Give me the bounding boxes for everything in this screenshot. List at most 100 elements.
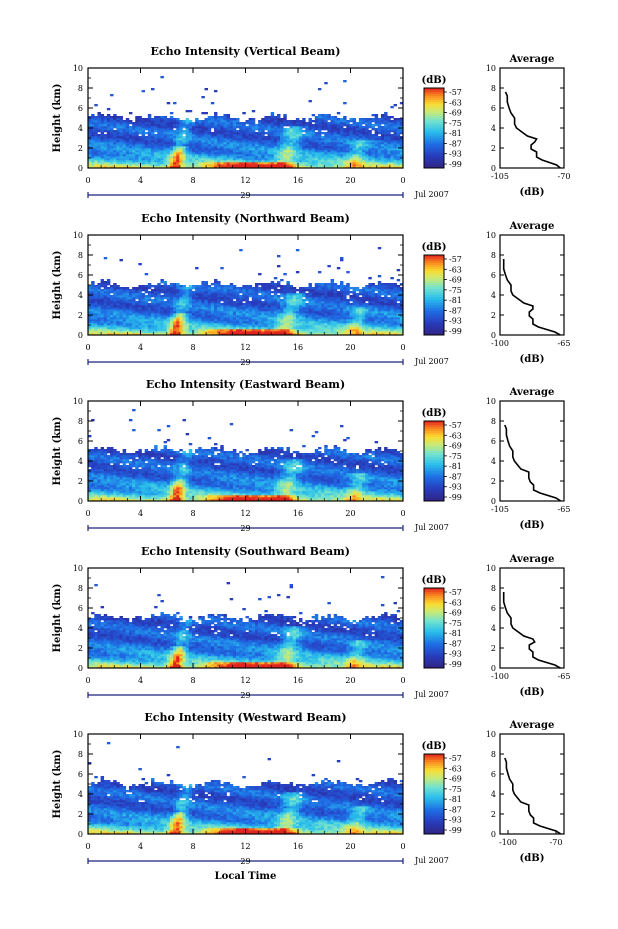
x-tick-label: 0 [85, 509, 90, 518]
x-tick-label: 4 [138, 343, 143, 352]
average-profile-line [504, 424, 562, 502]
x-tick-label: 4 [138, 842, 143, 851]
average-y-tick-label: 4 [491, 124, 496, 133]
y-tick-label: 6 [78, 770, 83, 779]
colorbar-tick-label: -87 [449, 805, 462, 814]
heatmap-image [88, 76, 404, 169]
y-tick-label: 6 [78, 437, 83, 446]
y-tick-label: 6 [78, 604, 83, 613]
y-tick-label: 8 [78, 750, 83, 759]
y-tick-label: 8 [78, 417, 83, 426]
x-tick-label: 0 [400, 842, 405, 851]
colorbar-frame [423, 587, 445, 669]
x-tick-label: 0 [85, 176, 90, 185]
panel-4: Echo Intensity (Southward Beam) 0 2 4 6 8 10 He… [52, 545, 570, 700]
x-tick-label: 0 [85, 842, 90, 851]
colorbar-tick-label: -81 [449, 462, 462, 471]
x-tick-label: 8 [190, 343, 195, 352]
average-y-tick-label: 10 [486, 64, 496, 73]
heatmap-image [88, 409, 404, 502]
x-tick-label: 8 [190, 176, 195, 185]
average-frame [499, 567, 565, 669]
x-tick-label: 16 [293, 343, 303, 352]
colorbar-tick-label: -75 [449, 452, 462, 461]
colorbar-tick-label: -87 [449, 472, 462, 481]
x-tick-label: 20 [345, 842, 355, 851]
panel-title: Echo Intensity (Vertical Beam) [150, 45, 340, 58]
x-tick-label: 4 [138, 176, 143, 185]
colorbar-tick-label: -69 [449, 609, 462, 618]
colorbar-tick-label: -75 [449, 119, 462, 128]
average-y-tick-label: 8 [491, 750, 496, 759]
x-tick-label: 4 [138, 676, 143, 685]
y-tick-label: 0 [78, 497, 83, 506]
colorbar [424, 588, 444, 669]
x-tick-label: 0 [400, 176, 405, 185]
colorbar-tick-label: -69 [449, 276, 462, 285]
colorbar-tick-label: -57 [449, 754, 462, 763]
average-y-tick-label: 2 [491, 144, 496, 153]
y-tick-label: 0 [78, 830, 83, 839]
average-title: Average [509, 554, 555, 565]
date-month-label: Jul 2007 [414, 856, 449, 865]
colorbar-tick-label: -81 [449, 629, 462, 638]
x-tick-label: 4 [138, 509, 143, 518]
x-tick-label: 0 [85, 343, 90, 352]
average-y-tick-label: 4 [491, 790, 496, 799]
x-tick-label: 0 [400, 343, 405, 352]
colorbar-tick-label: -57 [449, 421, 462, 430]
x-tick-label: 20 [345, 509, 355, 518]
y-axis-label: Height (km) [52, 417, 63, 486]
colorbar-tick-label: -63 [449, 764, 462, 773]
colorbar-tick-label: -93 [449, 650, 462, 659]
average-y-tick-label: 0 [491, 331, 496, 340]
average-x-tick-label: -65 [558, 339, 571, 348]
y-tick-label: 0 [78, 164, 83, 173]
x-tick-label: 0 [400, 509, 405, 518]
average-x-tick-label: -105 [491, 505, 509, 514]
average-xlabel: (dB) [520, 187, 545, 198]
average-title: Average [509, 221, 555, 232]
average-title: Average [509, 720, 555, 731]
date-month-label: Jul 2007 [414, 357, 449, 366]
average-y-tick-label: 6 [491, 437, 496, 446]
average-title: Average [509, 387, 555, 398]
colorbar-tick-label: -87 [449, 139, 462, 148]
average-frame [499, 67, 565, 169]
average-x-tick-label: -100 [491, 339, 509, 348]
average-y-tick-label: 8 [491, 251, 496, 260]
average-xlabel: (dB) [520, 520, 545, 531]
colorbar-unit: (dB) [422, 741, 447, 752]
panel-title: Echo Intensity (Westward Beam) [144, 711, 346, 724]
x-tick-label: 16 [293, 176, 303, 185]
average-profile-line [502, 259, 561, 336]
average-y-tick-label: 8 [491, 584, 496, 593]
x-tick-label: 12 [240, 842, 250, 851]
date-day-label: 29 [240, 857, 250, 866]
colorbar-tick-label: -63 [449, 431, 462, 440]
average-x-tick-label: -105 [491, 172, 509, 181]
colorbar-tick-label: -69 [449, 442, 462, 451]
x-tick-label: 20 [345, 176, 355, 185]
date-day-label: 29 [240, 358, 250, 367]
average-y-tick-label: 0 [491, 830, 496, 839]
colorbar-tick-label: -99 [449, 826, 462, 835]
y-tick-label: 4 [78, 124, 83, 133]
average-y-tick-label: 10 [486, 231, 496, 240]
average-y-tick-label: 6 [491, 770, 496, 779]
average-y-tick-label: 6 [491, 104, 496, 113]
heatmap-image [88, 576, 404, 669]
y-tick-label: 0 [78, 664, 83, 673]
average-y-tick-label: 10 [486, 397, 496, 406]
average-frame [499, 400, 565, 502]
x-tick-label: 16 [293, 509, 303, 518]
colorbar-tick-label: -93 [449, 150, 462, 159]
colorbar-tick-label: -81 [449, 129, 462, 138]
colorbar-unit: (dB) [422, 242, 447, 253]
y-tick-label: 10 [73, 730, 83, 739]
colorbar-tick-label: -75 [449, 619, 462, 628]
colorbar-tick-label: -63 [449, 265, 462, 274]
average-frame [499, 234, 565, 336]
colorbar-frame [423, 87, 445, 169]
